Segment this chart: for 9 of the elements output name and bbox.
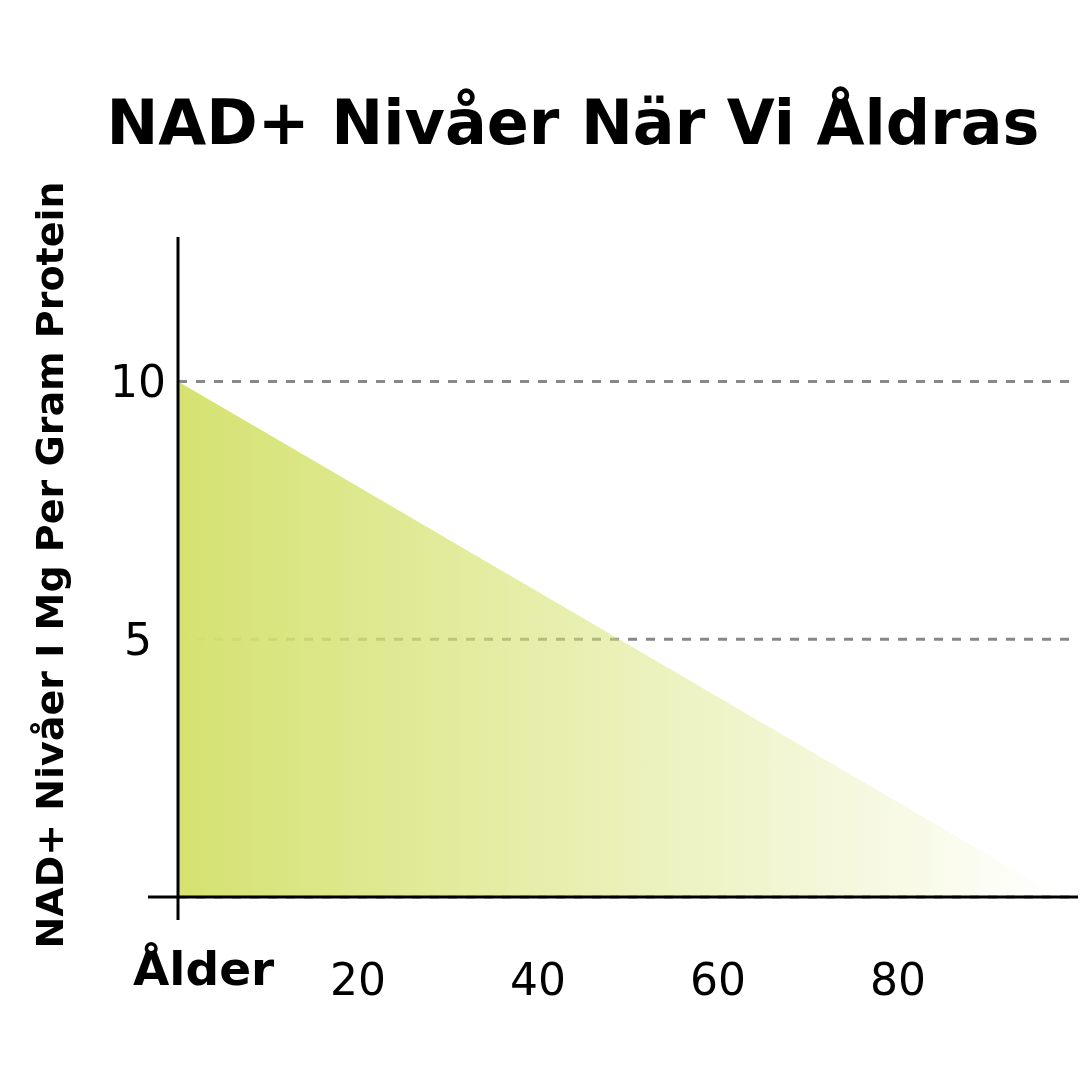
x-tick-label: 80 bbox=[870, 953, 926, 1005]
x-axis-title: Ålder bbox=[133, 940, 275, 998]
y-axis-title: NAD+ Nivåer I Mg Per Gram Protein bbox=[28, 181, 72, 949]
y-tick-label: 10 bbox=[110, 355, 166, 407]
y-tick-label: 5 bbox=[124, 613, 152, 665]
x-tick-label: 20 bbox=[330, 953, 386, 1005]
x-tick-label: 60 bbox=[690, 953, 746, 1005]
chart-title: NAD+ Nivåer När Vi Åldras bbox=[105, 86, 1041, 160]
x-tick-label: 40 bbox=[510, 953, 566, 1005]
